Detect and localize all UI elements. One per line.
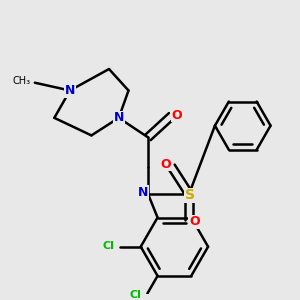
Text: N: N: [114, 111, 124, 124]
Text: Cl: Cl: [103, 241, 114, 251]
Text: Cl: Cl: [130, 290, 142, 299]
Text: O: O: [171, 109, 182, 122]
Text: N: N: [65, 84, 75, 97]
Text: CH₃: CH₃: [12, 76, 30, 86]
Text: O: O: [160, 158, 171, 171]
Text: O: O: [189, 215, 200, 228]
Text: N: N: [138, 186, 148, 199]
Text: S: S: [184, 188, 195, 203]
